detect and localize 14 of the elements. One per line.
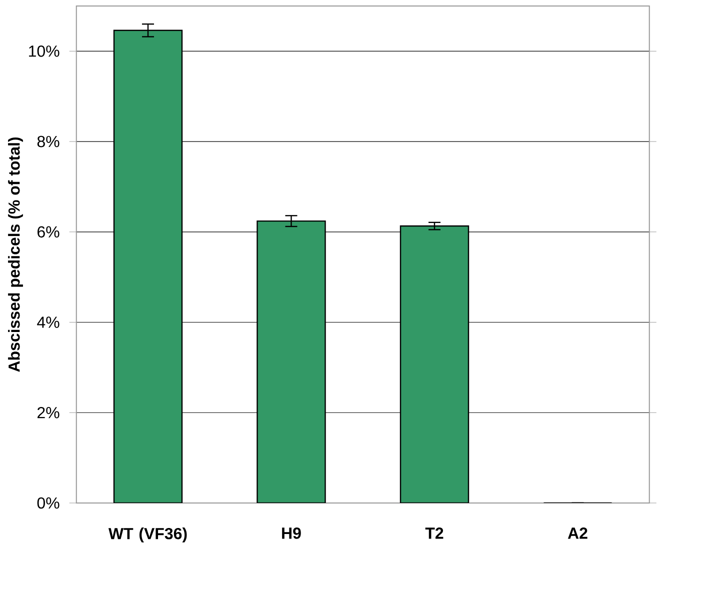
y-tick-label: 8% — [37, 136, 60, 148]
bar — [113, 30, 183, 503]
x-tick-label: WT (VF36) — [108, 528, 187, 542]
x-tick-label: T2 — [425, 528, 444, 539]
y-axis-title: Abscissed pedicels (% of total) — [8, 137, 23, 372]
x-tick-label: A2 — [568, 528, 588, 539]
y-tick-label: 10% — [29, 46, 60, 57]
bar — [400, 225, 470, 503]
y-tick-label: 0% — [37, 497, 60, 509]
y-tick-label: 2% — [38, 406, 60, 418]
x-tick-label: H9 — [282, 528, 301, 539]
y-tick-label: 6% — [38, 226, 60, 238]
bar — [257, 221, 326, 503]
y-tick-label: 4% — [37, 316, 60, 328]
